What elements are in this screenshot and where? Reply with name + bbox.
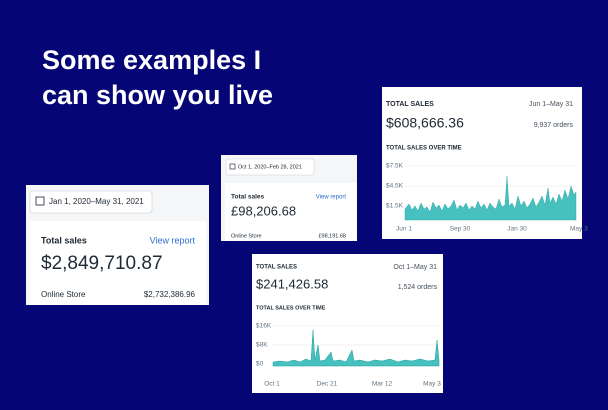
x-label: May 3 (423, 381, 441, 388)
date-range: Oct 1, 2020–Feb 28, 2021 (238, 164, 302, 170)
chart-title: TOTAL SALES OVER TIME (256, 305, 326, 311)
y-label: $0 (256, 361, 264, 368)
channel-total: £98,191.68 (318, 233, 346, 239)
sales-chart-card: TOTAL SALES Oct 1–May 31 $241,426.58 1,5… (252, 254, 443, 393)
date-button[interactable] (225, 158, 315, 176)
y-label: $8K (256, 342, 268, 349)
card-panel (225, 183, 357, 241)
x-label: Jan 30 (507, 226, 527, 233)
date-button[interactable] (29, 190, 153, 214)
x-label: Jun 1 (396, 226, 412, 233)
sales-area (272, 329, 440, 367)
orders: 9,937 orders (534, 122, 574, 129)
chart-title: TOTAL SALES OVER TIME (386, 146, 462, 152)
view-report-link[interactable]: View report (150, 235, 196, 245)
label: TOTAL SALES (256, 265, 297, 271)
x-label: Oct 1 (264, 381, 280, 388)
label: Total sales (41, 235, 87, 245)
date-range: Jan 1, 2020–May 31, 2021 (49, 197, 144, 206)
card-bg (252, 254, 443, 393)
label: TOTAL SALES (386, 101, 434, 108)
channel: Online Store (231, 233, 262, 239)
y-label: $7.5K (386, 163, 404, 170)
calendar-icon (35, 196, 45, 206)
y-label: $16K (256, 323, 272, 330)
x-label: Mar 12 (372, 381, 393, 388)
x-label: Sep 30 (450, 226, 471, 233)
view-report-link[interactable]: View report (316, 195, 347, 201)
card-panel (30, 221, 206, 305)
sales-card: Jan 1, 2020–May 31, 2021 Total sales Vie… (26, 185, 209, 305)
x-label: Dec 21 (317, 381, 338, 388)
date-range: Jun 1–May 31 (529, 101, 573, 108)
total: £98,206.68 (231, 203, 296, 218)
heading-line: can show you live (42, 80, 273, 110)
sales-chart-card: TOTAL SALES Jun 1–May 31 $608,666.36 9,9… (382, 87, 588, 239)
date-range: Oct 1–May 31 (393, 264, 437, 271)
heading-line: Some examples I (42, 45, 261, 75)
x-label: May 3 (570, 226, 588, 233)
label: Total sales (231, 194, 265, 201)
sales-card: Oct 1, 2020–Feb 28, 2021 Total sales Vie… (221, 155, 357, 241)
channel: Online Store (41, 290, 86, 299)
orders: 1,524 orders (398, 284, 438, 291)
channel-total: $2,732,386.96 (144, 290, 196, 299)
y-label: $1.5K (386, 203, 404, 210)
total: $241,426.58 (256, 276, 328, 291)
calendar-icon (229, 163, 236, 170)
sales-area (404, 175, 577, 221)
y-label: $4.5K (386, 183, 404, 190)
total: $2,849,710.87 (41, 253, 163, 274)
total: $608,666.36 (386, 115, 464, 131)
